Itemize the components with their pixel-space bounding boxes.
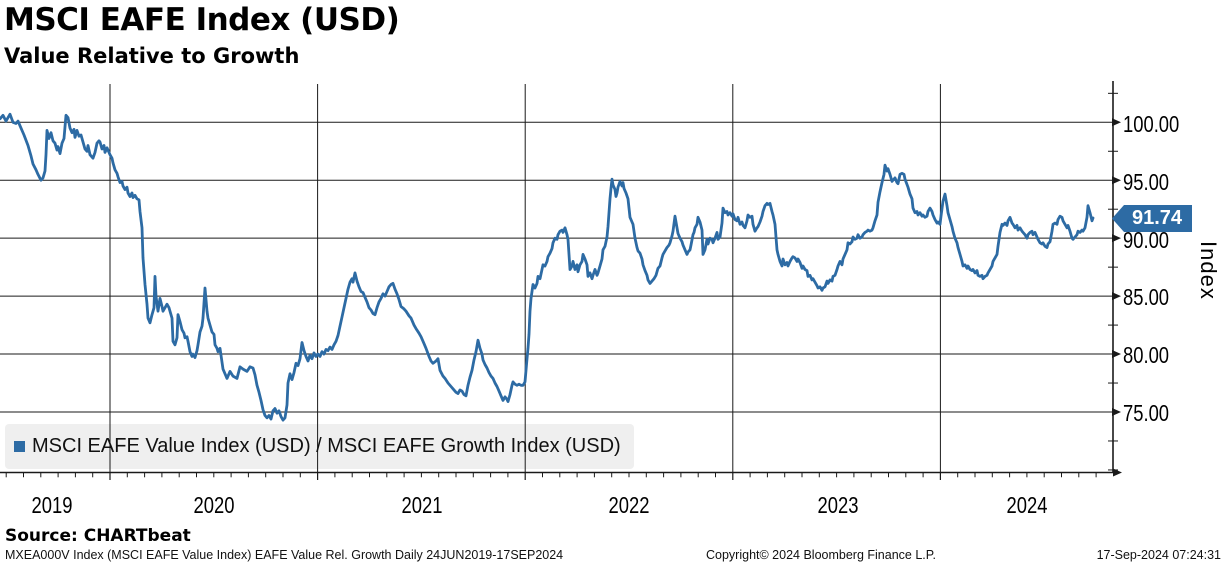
footer-ticker-info: MXEA000V Index (MSCI EAFE Value Index) E… xyxy=(5,548,564,562)
x-axis-year-label: 2021 xyxy=(401,492,443,518)
footer-timestamp: 17-Sep-2024 07:24:31 xyxy=(1096,548,1221,562)
y-axis-tick-label: 80.00 xyxy=(1123,342,1170,368)
page-subtitle: Value Relative to Growth xyxy=(4,44,300,68)
x-axis-year-label: 2019 xyxy=(31,492,73,518)
x-axis-year-label: 2022 xyxy=(608,492,650,518)
y-axis-title: Index xyxy=(1196,241,1221,300)
legend: MSCI EAFE Value Index (USD) / MSCI EAFE … xyxy=(5,424,634,469)
source-label: Source: CHARTbeat xyxy=(5,526,191,546)
y-axis-tick-label: 75.00 xyxy=(1123,400,1170,426)
y-axis-tick-label: 100.00 xyxy=(1123,111,1180,137)
footer-copyright: Copyright© 2024 Bloomberg Finance L.P. xyxy=(706,548,936,562)
x-axis-year-label: 2024 xyxy=(1006,492,1048,518)
series-line xyxy=(0,112,1095,422)
legend-label: MSCI EAFE Value Index (USD) / MSCI EAFE … xyxy=(32,435,621,457)
x-axis-year-label: 2023 xyxy=(817,492,859,518)
x-axis-year-label: 2020 xyxy=(193,492,235,518)
legend-swatch-icon xyxy=(14,441,25,452)
y-axis-tick-label: 85.00 xyxy=(1123,284,1170,310)
page-title: MSCI EAFE Index (USD) xyxy=(4,2,400,38)
last-value-tag: 91.74 xyxy=(1112,205,1192,232)
y-axis-tick-label: 95.00 xyxy=(1123,169,1170,195)
